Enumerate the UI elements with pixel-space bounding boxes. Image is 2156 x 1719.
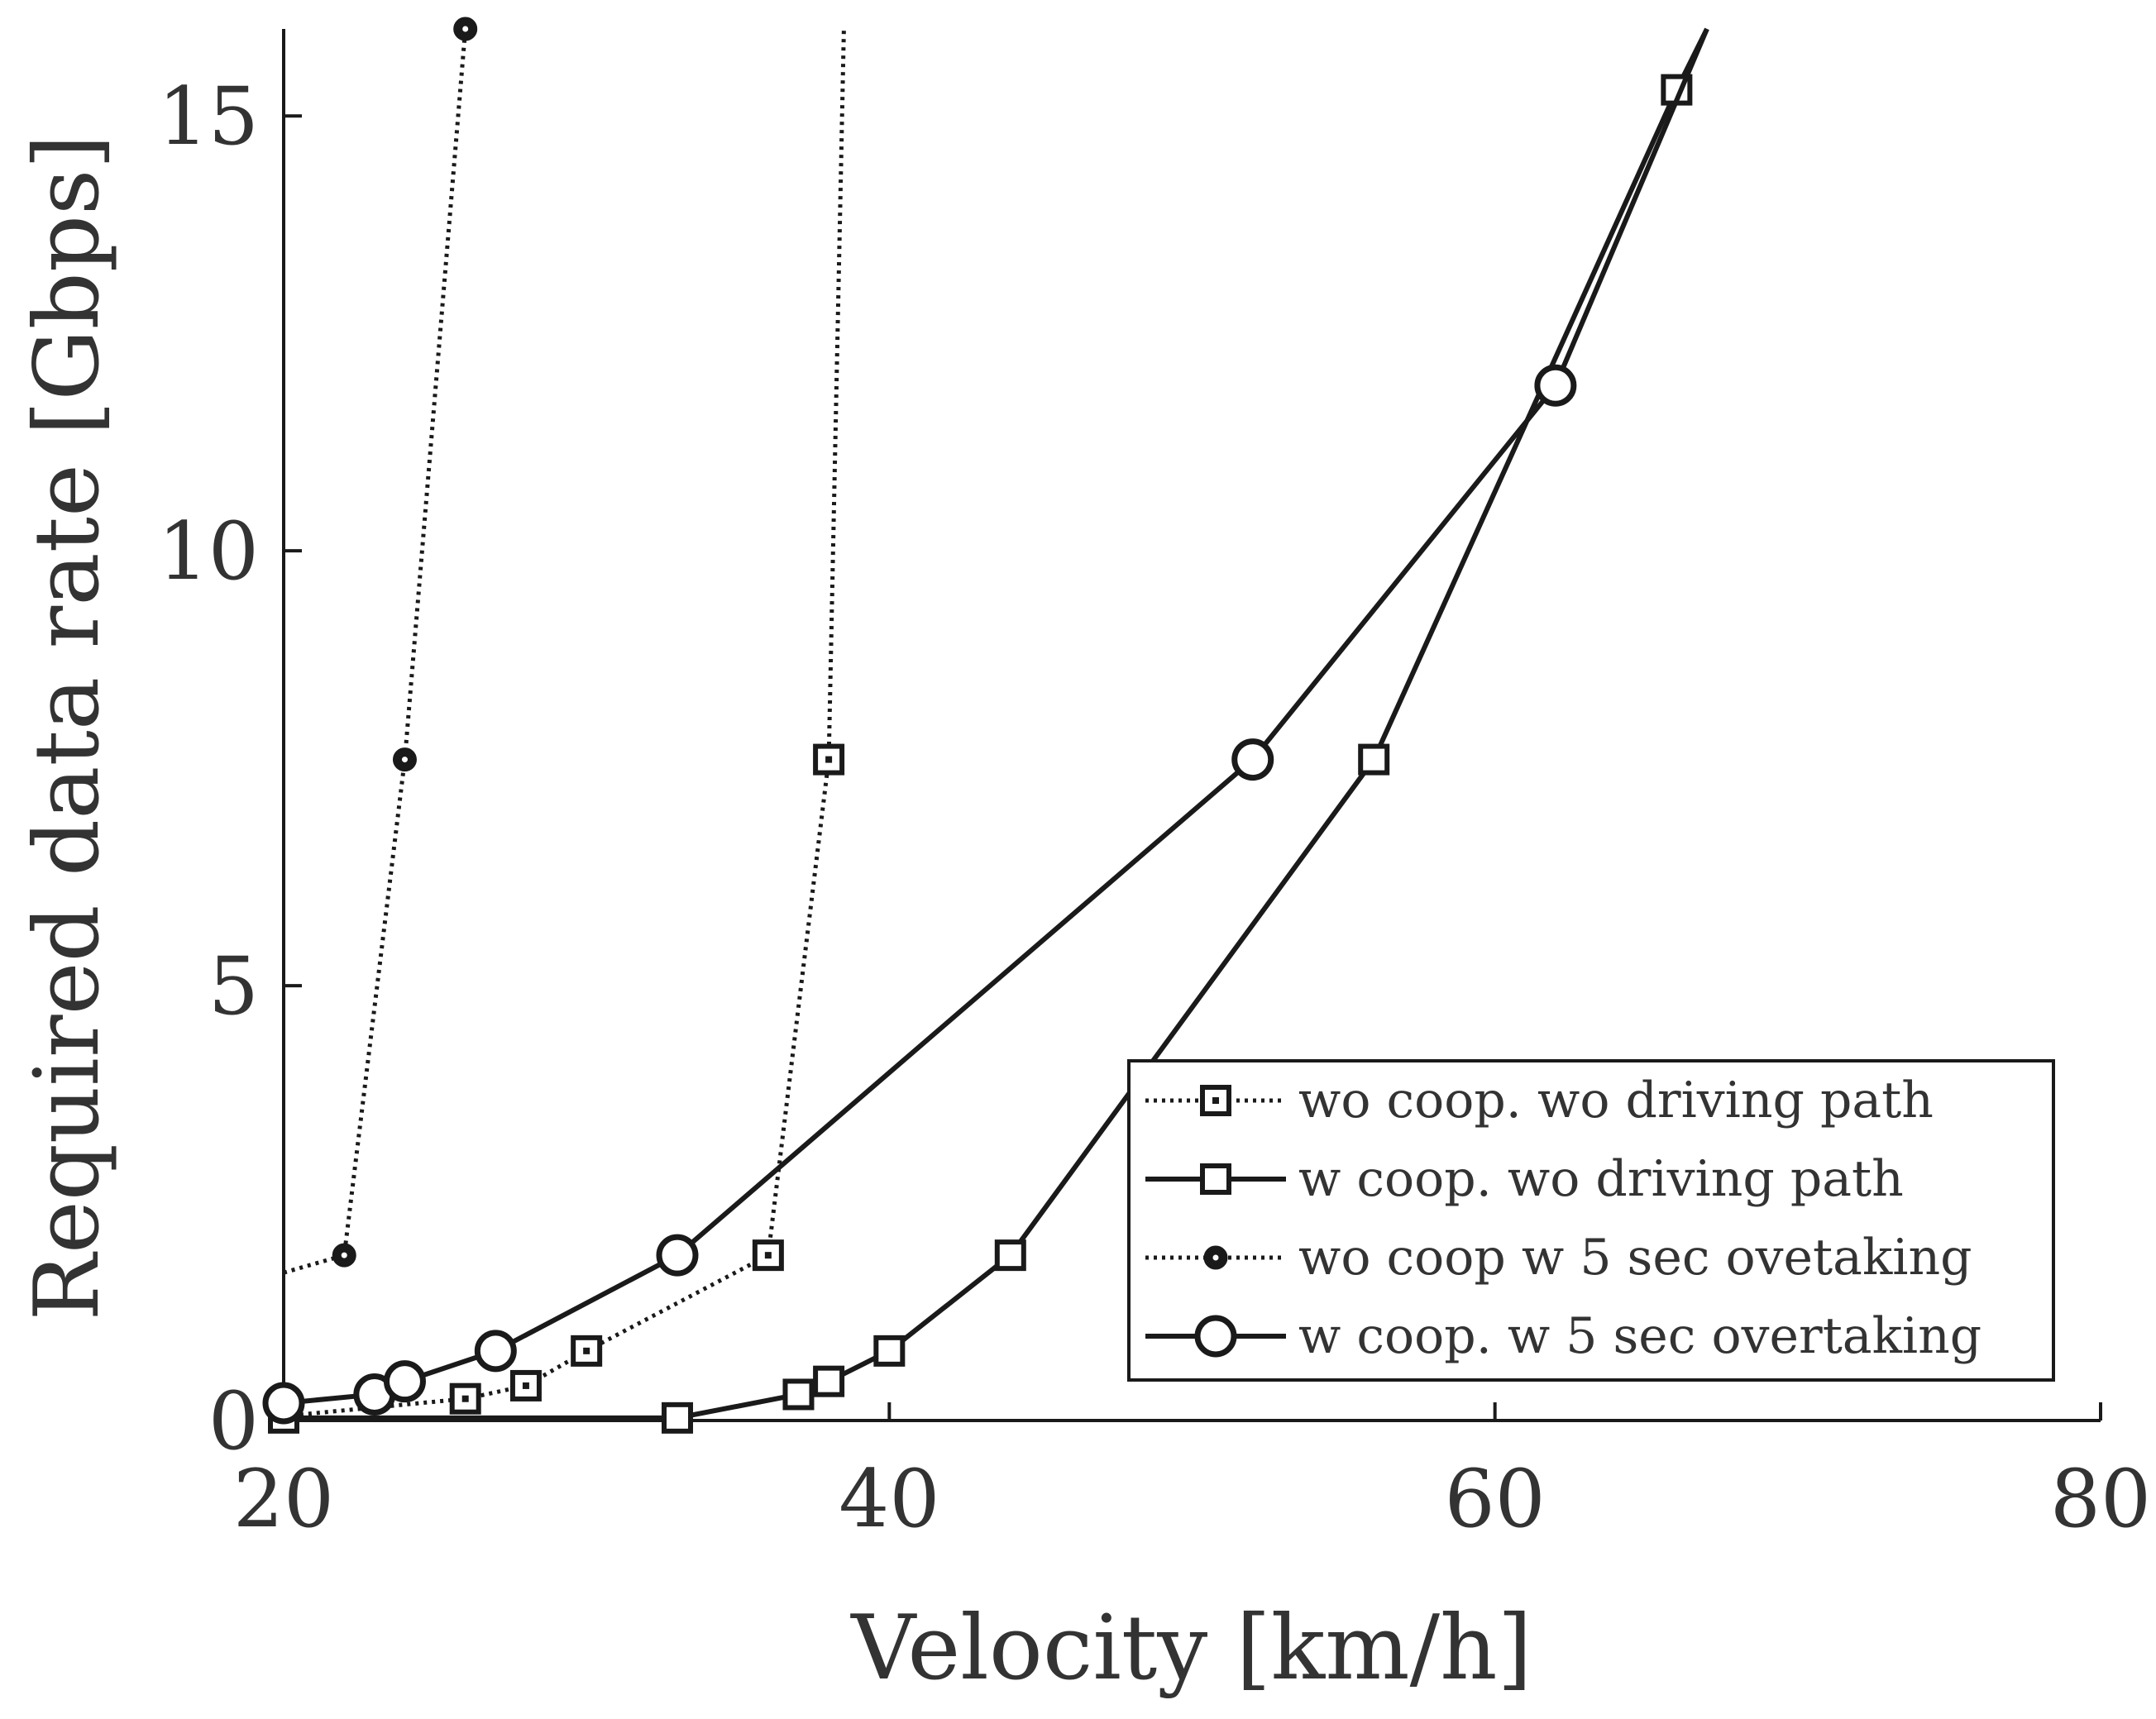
legend-entry: wo coop. wo driving path <box>1145 1072 1934 1129</box>
legend-marker <box>1203 1245 1228 1270</box>
data-point <box>752 1239 784 1272</box>
ticks: 20 40 60 80 0 5 10 15 <box>158 70 2151 1545</box>
data-point <box>571 1335 603 1367</box>
legend: wo coop. wo driving path w coop. wo drivi… <box>1127 1059 2055 1382</box>
x-tick-label: 60 <box>1445 1453 1546 1545</box>
series-2 <box>268 27 1709 1434</box>
data-point <box>449 1382 481 1415</box>
data-point <box>509 1369 542 1401</box>
data-point <box>383 1360 426 1403</box>
y-tick-label: 10 <box>158 505 259 598</box>
series-3 <box>284 17 478 1275</box>
data-point <box>332 1243 356 1268</box>
y-tick-label: 0 <box>208 1375 259 1468</box>
legend-label: wo coop w 5 sec ovetaking <box>1298 1229 1972 1287</box>
x-axis-title: Velocity [km/h] <box>849 1597 1532 1700</box>
legend-marker <box>1194 1315 1237 1358</box>
legend-box <box>1127 1059 2055 1382</box>
legend-entries: wo coop. wo driving path w coop. wo drivi… <box>1145 1072 1982 1365</box>
data-point <box>262 1382 305 1425</box>
data-point <box>453 17 478 41</box>
series <box>262 17 1709 1434</box>
data-point <box>873 1335 906 1367</box>
data-point <box>813 743 845 776</box>
data-point <box>474 1330 517 1373</box>
legend-label: w coop. w 5 sec overtaking <box>1298 1307 1982 1365</box>
data-point <box>1231 738 1274 781</box>
series-1 <box>268 28 846 1432</box>
data-point <box>662 1401 694 1434</box>
series-line <box>284 28 468 1275</box>
legend-entry: wo coop w 5 sec ovetaking <box>1145 1229 1972 1287</box>
data-point <box>782 1378 815 1411</box>
legend-label: wo coop. wo driving path <box>1298 1072 1934 1129</box>
data-point <box>1358 743 1390 776</box>
data-point <box>994 1239 1026 1272</box>
legend-label: w coop. wo driving path <box>1298 1150 1904 1208</box>
y-tick-label: 15 <box>158 70 259 163</box>
data-point <box>392 747 417 772</box>
data-point <box>656 1234 699 1277</box>
x-tick-label: 20 <box>233 1453 334 1545</box>
legend-entry: w coop. w 5 sec overtaking <box>1145 1307 1982 1365</box>
x-tick-label: 80 <box>2050 1453 2151 1545</box>
legend-marker <box>1200 1163 1231 1195</box>
series-4 <box>262 27 1709 1425</box>
y-axis-title: Required data rate [Gbps] <box>16 134 119 1320</box>
data-point <box>1534 364 1577 407</box>
legend-entry: w coop. wo driving path <box>1145 1150 1904 1208</box>
y-tick-label: 5 <box>208 940 259 1033</box>
x-tick-label: 40 <box>839 1453 939 1545</box>
data-point <box>813 1365 845 1397</box>
axes <box>282 29 2101 1422</box>
series-line <box>284 28 846 1419</box>
legend-marker <box>1200 1085 1231 1116</box>
